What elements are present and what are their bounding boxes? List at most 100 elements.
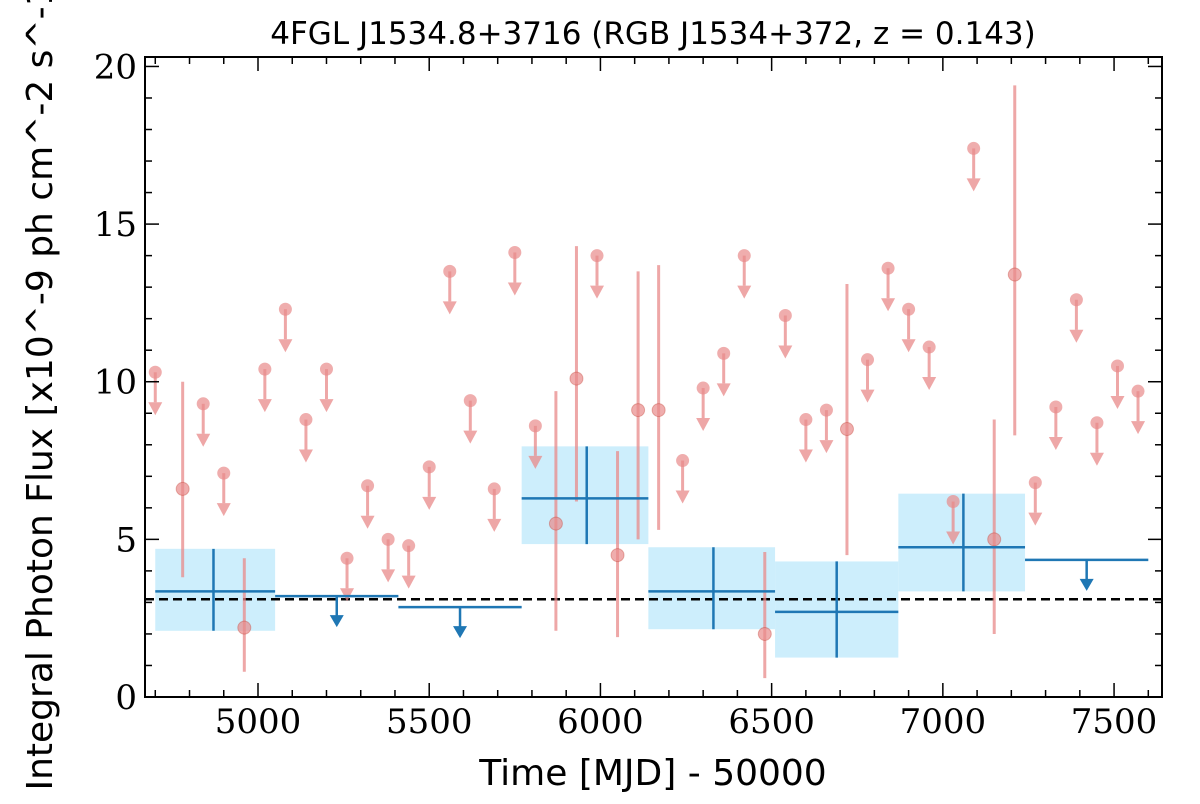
fine-upper-limit-arrowhead	[298, 449, 313, 463]
fine-upper-limit-point	[381, 532, 395, 546]
fine-upper-limit-arrowhead	[590, 285, 604, 299]
fine-upper-limit-point	[422, 460, 436, 474]
x-axis-label: Time [MJD] - 50000	[478, 753, 826, 794]
x-tick-label: 6500	[728, 702, 815, 742]
coarse-bin-bands	[155, 446, 1026, 658]
fine-upper-limit-arrowhead	[901, 339, 916, 353]
fine-upper-limit-arrowhead	[360, 515, 375, 529]
fine-upper-limit-point	[861, 353, 875, 367]
fine-upper-limit-arrowhead	[257, 399, 272, 413]
fine-detection-point	[651, 403, 666, 418]
axis-tick-labels: 5000 5500 6000 6500 7000 7500 0 5 10 15 20	[94, 47, 1158, 742]
y-tick-label: 10	[94, 363, 137, 403]
axis-ticks	[145, 57, 1162, 698]
fine-upper-limit-arrowhead	[737, 285, 752, 299]
fine-upper-limit-arrowhead	[148, 402, 163, 416]
fine-upper-limit-arrowhead	[196, 433, 211, 447]
fine-upper-limit-point	[487, 482, 501, 496]
fine-upper-limit-arrowhead	[422, 496, 437, 510]
fine-upper-limit-arrowhead	[716, 383, 731, 397]
y-tick-label: 15	[94, 205, 137, 245]
fine-upper-limit-point	[922, 340, 936, 354]
fine-upper-limit-point	[1110, 359, 1124, 373]
fine-upper-limit-point	[1131, 384, 1145, 398]
fine-detection-point	[987, 532, 1002, 547]
x-tick-label: 6000	[557, 702, 644, 742]
fine-upper-limit-point	[881, 261, 895, 275]
fine-bin-series	[148, 85, 1146, 679]
fine-upper-limit-point	[717, 346, 731, 360]
y-tick-label: 20	[94, 47, 137, 87]
fine-detection-point	[839, 422, 854, 437]
fine-upper-limit-arrowhead	[401, 575, 416, 589]
fine-upper-limit-point	[676, 454, 690, 468]
x-tick-label: 7500	[1071, 702, 1158, 742]
fine-upper-limit-arrowhead	[487, 518, 502, 532]
fine-upper-limit-arrowhead	[1089, 452, 1104, 466]
fine-upper-limit-point	[967, 141, 981, 155]
fine-upper-limit-arrowhead	[507, 282, 522, 296]
fine-upper-limit-arrowhead	[216, 503, 231, 517]
fine-upper-limit-point	[148, 365, 162, 379]
fine-detection-point	[757, 626, 772, 641]
fine-upper-limit-arrowhead	[340, 588, 355, 602]
fine-upper-limit-point	[402, 539, 416, 553]
coarse-bin-band	[648, 547, 776, 630]
fine-upper-limit-point	[463, 394, 477, 408]
fine-upper-limit-point	[508, 245, 522, 259]
fine-detection-point	[1007, 267, 1022, 282]
fine-upper-limit-arrowhead	[696, 418, 711, 432]
fine-detection-point	[237, 620, 252, 635]
fine-upper-limit-arrowhead	[819, 440, 834, 454]
y-tick-label: 0	[115, 678, 137, 718]
fine-upper-limit-arrowhead	[778, 345, 793, 359]
fine-upper-limit-point	[799, 413, 813, 427]
fine-upper-limit-point	[299, 413, 313, 427]
fine-upper-limit-point	[737, 249, 751, 263]
fine-upper-limit-point	[443, 264, 457, 278]
plot-frame	[144, 56, 1163, 698]
fine-upper-limit-arrowhead	[1028, 512, 1043, 526]
fine-upper-limit-arrowhead	[278, 339, 293, 353]
fine-upper-limit-arrowhead	[860, 389, 875, 403]
fine-upper-limit-arrowhead	[1048, 436, 1063, 450]
x-tick-label: 7000	[900, 702, 987, 742]
fine-detection-point	[631, 403, 646, 418]
fine-upper-limit-point	[278, 302, 292, 316]
fine-upper-limit-arrowhead	[946, 531, 961, 545]
fine-upper-limit-arrowhead	[1069, 329, 1084, 343]
fine-upper-limit-point	[361, 479, 375, 493]
fine-upper-limit-point	[902, 302, 916, 316]
fine-upper-limit-arrowhead	[463, 430, 478, 444]
fine-upper-limit-arrowhead	[798, 449, 813, 463]
fine-upper-limit-point	[1049, 400, 1063, 414]
fine-upper-limit-point	[258, 362, 272, 376]
x-tick-label: 5000	[215, 702, 302, 742]
fine-upper-limit-arrowhead	[319, 399, 334, 413]
fine-upper-limit-point	[1069, 293, 1083, 307]
fine-upper-limit-arrowhead	[1110, 395, 1125, 409]
fine-upper-limit-arrowhead	[528, 455, 543, 469]
fine-upper-limit-arrowhead	[381, 569, 396, 583]
fine-upper-limit-arrowhead	[966, 178, 981, 192]
fine-detection-point	[548, 516, 563, 531]
fine-upper-limit-arrowhead	[442, 301, 457, 315]
fine-upper-limit-point	[778, 309, 792, 323]
fine-detection-point	[610, 548, 625, 563]
fine-upper-limit-point	[319, 362, 333, 376]
fine-upper-limit-arrowhead	[675, 490, 690, 504]
fine-upper-limit-point	[340, 551, 354, 565]
fine-detection-point	[569, 371, 584, 386]
y-axis-label: Integral Photon Flux [x10^-9 ph cm^-2 s^…	[20, 0, 61, 791]
coarse-bin-band	[155, 548, 276, 631]
coarse-upper-limit-arrowhead	[329, 615, 344, 628]
coarse-bin-series	[155, 446, 1149, 658]
fine-upper-limit-point	[946, 495, 960, 509]
coarse-upper-limit-arrowhead	[453, 626, 468, 639]
coarse-bin-band	[521, 446, 649, 545]
coarse-upper-limit-arrowhead	[1079, 578, 1094, 591]
fine-upper-limit-arrowhead	[922, 377, 937, 391]
fine-upper-limit-point	[1028, 476, 1042, 490]
